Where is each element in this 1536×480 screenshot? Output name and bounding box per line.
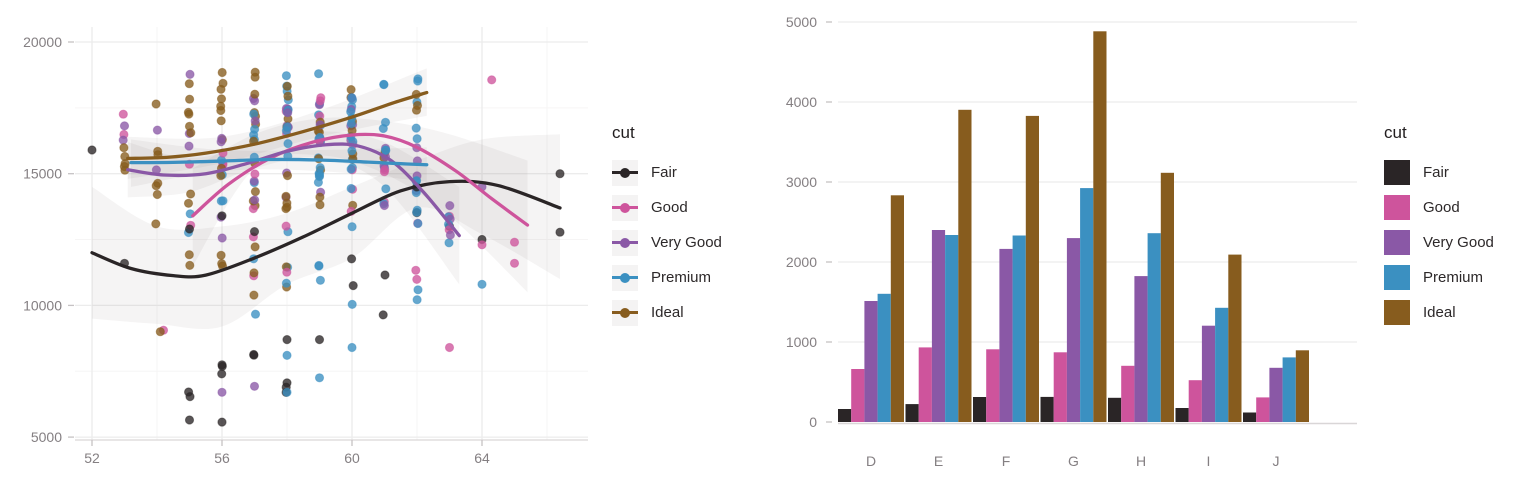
legend-label: Premium (651, 269, 712, 286)
legend-title: cut (1384, 123, 1407, 142)
svg-text:56: 56 (214, 450, 230, 466)
svg-text:0: 0 (809, 414, 817, 430)
legend-key-swatch-premium (1384, 265, 1410, 290)
legend-label: Very Good (651, 234, 722, 251)
svg-text:D: D (866, 453, 876, 469)
svg-text:5000: 5000 (31, 429, 62, 445)
svg-text:20000: 20000 (23, 34, 62, 50)
svg-text:64: 64 (474, 450, 490, 466)
legend-item-fair: Fair (612, 155, 722, 190)
legend-item-fair: Fair (1384, 155, 1494, 190)
svg-text:H: H (1136, 453, 1146, 469)
svg-text:1000: 1000 (786, 334, 817, 350)
svg-text:15000: 15000 (23, 166, 62, 182)
svg-text:52: 52 (84, 450, 100, 466)
legend-cut-scatter: cut Fair Good Very Good Premium Ideal (612, 123, 722, 330)
legend-item-very-good: Very Good (1384, 225, 1494, 260)
svg-text:60: 60 (344, 450, 360, 466)
legend-label: Premium (1423, 269, 1484, 286)
legend-key-line-ideal (612, 299, 638, 326)
legend-key-swatch-very-good (1384, 230, 1410, 255)
legend-item-good: Good (1384, 190, 1494, 225)
legend-label: Good (651, 199, 688, 216)
legend-item-very-good: Very Good (612, 225, 722, 260)
legend-title: cut (612, 123, 635, 142)
legend-item-premium: Premium (612, 260, 722, 295)
legend-key-swatch-ideal (1384, 300, 1410, 325)
bar-chart-panel: D E F G H I J 0 1000 2000 3000 4000 5000 (786, 14, 1357, 469)
svg-text:10000: 10000 (23, 297, 62, 313)
legend-item-ideal: Ideal (1384, 295, 1494, 330)
svg-text:E: E (934, 453, 943, 469)
legend-item-good: Good (612, 190, 722, 225)
legend-label: Ideal (651, 304, 684, 321)
legend-key-line-fair (612, 159, 638, 186)
legend-key-swatch-fair (1384, 160, 1410, 185)
svg-text:J: J (1273, 453, 1280, 469)
legend-label: Fair (651, 164, 677, 181)
scatter-plot-panel: 52 56 60 64 5000 10000 15000 20000 (23, 27, 588, 466)
legend-key-line-good (612, 194, 638, 221)
legend-key-swatch-good (1384, 195, 1410, 220)
legend-label: Fair (1423, 164, 1449, 181)
svg-text:4000: 4000 (786, 94, 817, 110)
svg-text:2000: 2000 (786, 254, 817, 270)
legend-label: Ideal (1423, 304, 1456, 321)
svg-text:3000: 3000 (786, 174, 817, 190)
legend-item-premium: Premium (1384, 260, 1494, 295)
legend-key-line-very-good (612, 229, 638, 256)
legend-item-ideal: Ideal (612, 295, 722, 330)
svg-text:5000: 5000 (786, 14, 817, 30)
svg-text:F: F (1002, 453, 1011, 469)
legend-label: Good (1423, 199, 1460, 216)
svg-text:I: I (1207, 453, 1211, 469)
legend-label: Very Good (1423, 234, 1494, 251)
legend-key-line-premium (612, 264, 638, 291)
legend-cut-bar: cut Fair Good Very Good Premium Ideal (1384, 123, 1494, 330)
svg-text:G: G (1068, 453, 1079, 469)
